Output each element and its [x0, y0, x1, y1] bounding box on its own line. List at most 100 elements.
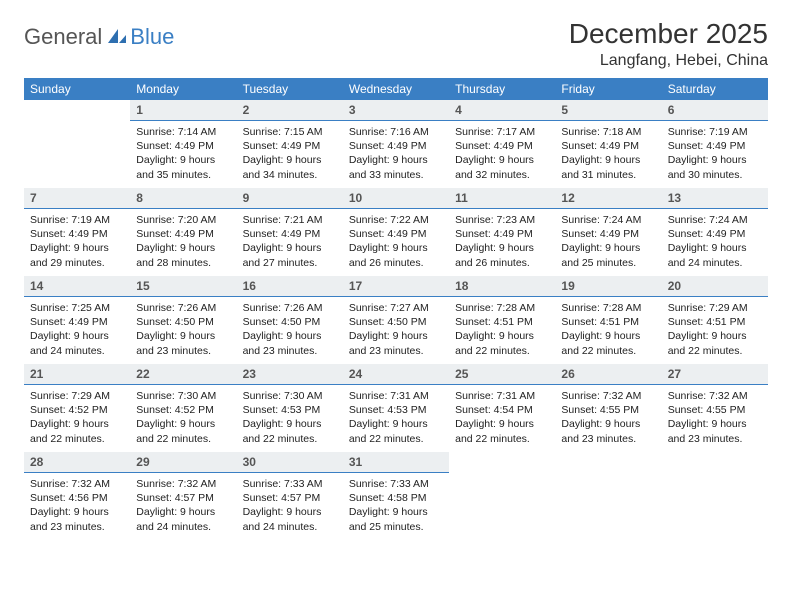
daylight-line-1: Daylight: 9 hours — [455, 153, 549, 167]
sunset-line: Sunset: 4:51 PM — [668, 315, 762, 329]
sunrise-line: Sunrise: 7:16 AM — [349, 125, 443, 139]
day-number: 21 — [24, 364, 130, 385]
sunset-line: Sunset: 4:49 PM — [561, 227, 655, 241]
sunrise-line: Sunrise: 7:21 AM — [243, 213, 337, 227]
day-number: 15 — [130, 276, 236, 297]
day-body: Sunrise: 7:31 AMSunset: 4:53 PMDaylight:… — [343, 385, 449, 452]
day-number: 9 — [237, 188, 343, 209]
day-body: Sunrise: 7:22 AMSunset: 4:49 PMDaylight:… — [343, 209, 449, 276]
daylight-line-1: Daylight: 9 hours — [30, 505, 124, 519]
sunset-line: Sunset: 4:53 PM — [349, 403, 443, 417]
calendar-week-row: 14Sunrise: 7:25 AMSunset: 4:49 PMDayligh… — [24, 276, 768, 364]
sunset-line: Sunset: 4:49 PM — [243, 227, 337, 241]
sunrise-line: Sunrise: 7:31 AM — [349, 389, 443, 403]
daylight-line-1: Daylight: 9 hours — [243, 153, 337, 167]
day-number: 18 — [449, 276, 555, 297]
calendar-page: General Blue December 2025 Langfang, Heb… — [0, 0, 792, 558]
daylight-line-1: Daylight: 9 hours — [561, 241, 655, 255]
day-number: 20 — [662, 276, 768, 297]
calendar-cell: 23Sunrise: 7:30 AMSunset: 4:53 PMDayligh… — [237, 364, 343, 452]
calendar-week-row: 21Sunrise: 7:29 AMSunset: 4:52 PMDayligh… — [24, 364, 768, 452]
calendar-cell: 2Sunrise: 7:15 AMSunset: 4:49 PMDaylight… — [237, 100, 343, 188]
calendar-cell: 9Sunrise: 7:21 AMSunset: 4:49 PMDaylight… — [237, 188, 343, 276]
calendar-cell: 1Sunrise: 7:14 AMSunset: 4:49 PMDaylight… — [130, 100, 236, 188]
sunset-line: Sunset: 4:49 PM — [668, 227, 762, 241]
sunset-line: Sunset: 4:57 PM — [243, 491, 337, 505]
sunrise-line: Sunrise: 7:20 AM — [136, 213, 230, 227]
header: General Blue December 2025 Langfang, Heb… — [24, 18, 768, 70]
brand-sail-icon — [106, 27, 128, 50]
calendar-cell: 20Sunrise: 7:29 AMSunset: 4:51 PMDayligh… — [662, 276, 768, 364]
calendar-cell: 5Sunrise: 7:18 AMSunset: 4:49 PMDaylight… — [555, 100, 661, 188]
daylight-line-1: Daylight: 9 hours — [668, 417, 762, 431]
calendar-week-row: 28Sunrise: 7:32 AMSunset: 4:56 PMDayligh… — [24, 452, 768, 540]
sunrise-line: Sunrise: 7:31 AM — [455, 389, 549, 403]
day-number: 17 — [343, 276, 449, 297]
day-number: 8 — [130, 188, 236, 209]
daylight-line-1: Daylight: 9 hours — [668, 329, 762, 343]
daylight-line-1: Daylight: 9 hours — [349, 241, 443, 255]
sunset-line: Sunset: 4:58 PM — [349, 491, 443, 505]
calendar-cell: 17 Sunrise: 7:27 AMSunset: 4:50 PMDayligh… — [343, 276, 449, 364]
day-body: Sunrise: 7:28 AMSunset: 4:51 PMDaylight:… — [555, 297, 661, 364]
day-number: 12 — [555, 188, 661, 209]
sunrise-line: Sunrise: 7:18 AM — [561, 125, 655, 139]
day-body: Sunrise: 7:32 AMSunset: 4:55 PMDaylight:… — [555, 385, 661, 452]
calendar-cell: 30Sunrise: 7:33 AMSunset: 4:57 PMDayligh… — [237, 452, 343, 540]
daylight-line-2: and 26 minutes. — [349, 256, 443, 270]
day-number: 23 — [237, 364, 343, 385]
weekday-header: Sunday — [24, 78, 130, 100]
weekday-header: Tuesday — [237, 78, 343, 100]
sunset-line: Sunset: 4:49 PM — [349, 139, 443, 153]
calendar-cell: 16Sunrise: 7:26 AMSunset: 4:50 PMDayligh… — [237, 276, 343, 364]
day-number: 19 — [555, 276, 661, 297]
day-body: Sunrise: 7:19 AMSunset: 4:49 PMDaylight:… — [24, 209, 130, 276]
sunrise-line: Sunrise: 7:28 AM — [561, 301, 655, 315]
calendar-cell: 12Sunrise: 7:24 AMSunset: 4:49 PMDayligh… — [555, 188, 661, 276]
daylight-line-1: Daylight: 9 hours — [30, 417, 124, 431]
sunrise-line: Sunrise: 7:25 AM — [30, 301, 124, 315]
daylight-line-1: Daylight: 9 hours — [668, 153, 762, 167]
calendar-body: 1Sunrise: 7:14 AMSunset: 4:49 PMDaylight… — [24, 100, 768, 540]
sunset-line: Sunset: 4:49 PM — [243, 139, 337, 153]
daylight-line-1: Daylight: 9 hours — [349, 329, 443, 343]
sunset-line: Sunset: 4:55 PM — [668, 403, 762, 417]
day-body: Sunrise: 7:29 AMSunset: 4:51 PMDaylight:… — [662, 297, 768, 364]
daylight-line-1: Daylight: 9 hours — [668, 241, 762, 255]
weekday-row: SundayMondayTuesdayWednesdayThursdayFrid… — [24, 78, 768, 100]
location: Langfang, Hebei, China — [569, 52, 768, 70]
sunset-line: Sunset: 4:53 PM — [243, 403, 337, 417]
day-body: Sunrise: 7:23 AMSunset: 4:49 PMDaylight:… — [449, 209, 555, 276]
calendar-cell: 25Sunrise: 7:31 AMSunset: 4:54 PMDayligh… — [449, 364, 555, 452]
day-number: 6 — [662, 100, 768, 121]
weekday-header: Saturday — [662, 78, 768, 100]
sunrise-line: Sunrise: 7:33 AM — [349, 477, 443, 491]
calendar-cell: 24Sunrise: 7:31 AMSunset: 4:53 PMDayligh… — [343, 364, 449, 452]
sunset-line: Sunset: 4:49 PM — [561, 139, 655, 153]
day-body: Sunrise: 7:21 AMSunset: 4:49 PMDaylight:… — [237, 209, 343, 276]
day-number: 30 — [237, 452, 343, 473]
daylight-line-1: Daylight: 9 hours — [455, 329, 549, 343]
calendar-table: SundayMondayTuesdayWednesdayThursdayFrid… — [24, 78, 768, 540]
day-body: Sunrise: 7:16 AMSunset: 4:49 PMDaylight:… — [343, 121, 449, 188]
sunrise-line: Sunrise: 7:27 AM — [349, 301, 443, 315]
calendar-cell: 15Sunrise: 7:26 AMSunset: 4:50 PMDayligh… — [130, 276, 236, 364]
brand-part1: General — [24, 24, 102, 50]
sunrise-line: Sunrise: 7:19 AM — [668, 125, 762, 139]
daylight-line-1: Daylight: 9 hours — [455, 241, 549, 255]
day-body: Sunrise: 7:18 AMSunset: 4:49 PMDaylight:… — [555, 121, 661, 188]
sunrise-line: Sunrise: 7:30 AM — [243, 389, 337, 403]
calendar-cell: 18Sunrise: 7:28 AMSunset: 4:51 PMDayligh… — [449, 276, 555, 364]
calendar-head: SundayMondayTuesdayWednesdayThursdayFrid… — [24, 78, 768, 100]
sunrise-line: Sunrise: 7:17 AM — [455, 125, 549, 139]
day-body: Sunrise: 7:28 AMSunset: 4:51 PMDaylight:… — [449, 297, 555, 364]
daylight-line-1: Daylight: 9 hours — [30, 329, 124, 343]
sunset-line: Sunset: 4:50 PM — [349, 315, 443, 329]
daylight-line-1: Daylight: 9 hours — [243, 505, 337, 519]
daylight-line-1: Daylight: 9 hours — [136, 329, 230, 343]
calendar-cell: 14Sunrise: 7:25 AMSunset: 4:49 PMDayligh… — [24, 276, 130, 364]
day-number: 3 — [343, 100, 449, 121]
daylight-line-2: and 26 minutes. — [455, 256, 549, 270]
daylight-line-2: and 22 minutes. — [668, 344, 762, 358]
sunset-line: Sunset: 4:52 PM — [30, 403, 124, 417]
